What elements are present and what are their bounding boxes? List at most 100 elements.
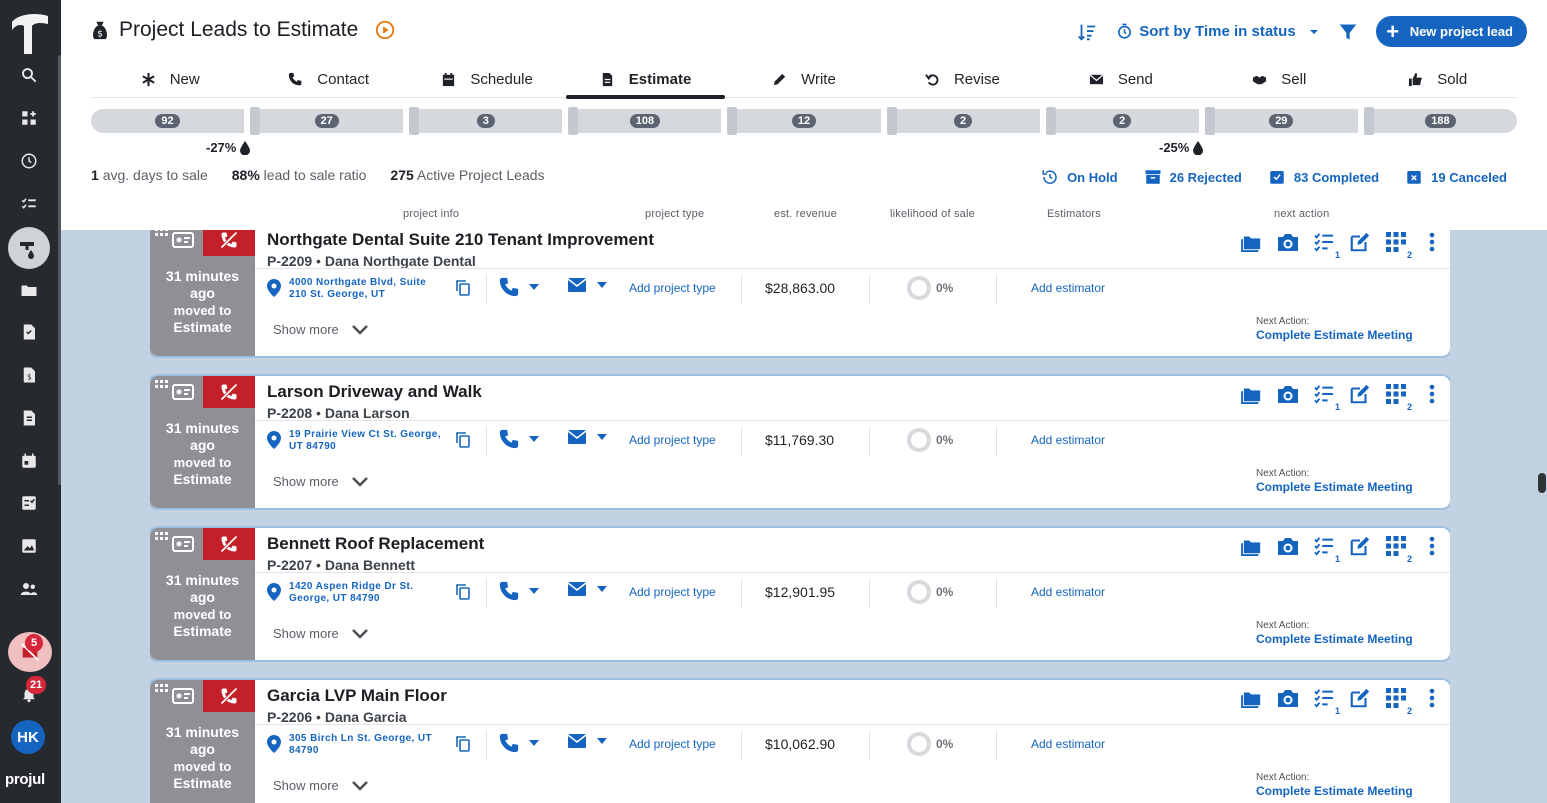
pipeline-stage[interactable]: 2: [880, 107, 1040, 135]
files-button[interactable]: [1240, 382, 1264, 406]
more-menu-button[interactable]: [1420, 382, 1444, 406]
likelihood-of-sale[interactable]: 0%: [907, 732, 953, 756]
estimate-doc-icon[interactable]: [17, 320, 41, 344]
on-hold-link[interactable]: On Hold: [1041, 168, 1118, 186]
email-dropdown[interactable]: [568, 734, 608, 748]
col-project-info[interactable]: project info: [403, 208, 460, 220]
show-more-toggle[interactable]: Show more: [273, 322, 369, 337]
project-name[interactable]: Bennett Roof Replacement: [267, 534, 485, 553]
edit-button[interactable]: [1348, 534, 1372, 558]
tab-sell[interactable]: Sell: [1200, 62, 1358, 97]
copy-address-icon[interactable]: [456, 280, 470, 296]
estimated-revenue[interactable]: $12,901.95: [765, 584, 836, 600]
call-dropdown[interactable]: [498, 732, 540, 754]
tab-contact[interactable]: Contact: [249, 62, 407, 97]
project-name[interactable]: Northgate Dental Suite 210 Tenant Improv…: [267, 230, 654, 249]
add-project-type-link[interactable]: Add project type: [629, 281, 716, 295]
add-project-type-link[interactable]: Add project type: [629, 737, 716, 751]
projul-hammer-logo-icon[interactable]: [8, 10, 52, 56]
call-dropdown[interactable]: [498, 276, 540, 298]
col-likelihood[interactable]: likelihood of sale: [890, 208, 975, 220]
files-button[interactable]: [1240, 534, 1264, 558]
rejected-link[interactable]: 26 Rejected: [1144, 168, 1242, 186]
add-estimator-link[interactable]: Add estimator: [1031, 281, 1106, 295]
show-more-toggle[interactable]: Show more: [273, 474, 369, 489]
tab-send[interactable]: Send: [1042, 62, 1200, 97]
checklist-icon[interactable]: [17, 192, 41, 216]
project-id[interactable]: P-2206: [267, 709, 313, 725]
estimated-revenue[interactable]: $11,769.30: [765, 432, 835, 448]
edit-button[interactable]: [1348, 382, 1372, 406]
apps-button[interactable]: 2: [1384, 382, 1412, 412]
contact-name[interactable]: Dana Bennett: [324, 557, 416, 573]
email-dropdown[interactable]: [568, 582, 608, 596]
edit-button[interactable]: [1348, 686, 1372, 710]
contact-name[interactable]: Dana Northgate Dental: [324, 253, 476, 269]
project-leads-nav-icon[interactable]: [8, 227, 50, 269]
tab-revise[interactable]: Revise: [883, 62, 1041, 97]
more-menu-button[interactable]: [1420, 686, 1444, 710]
drag-handle-icon[interactable]: [155, 230, 169, 238]
contact-name[interactable]: Dana Larson: [324, 405, 410, 421]
call-dropdown[interactable]: [498, 580, 540, 602]
project-address[interactable]: 4000 Northgate Blvd, Suite 210 St. Georg…: [267, 277, 447, 301]
search-icon[interactable]: [17, 63, 41, 87]
col-est-revenue[interactable]: est. revenue: [774, 208, 837, 220]
drag-handle-icon[interactable]: [155, 684, 169, 694]
no-contact-flag[interactable]: [203, 528, 255, 560]
photos-icon[interactable]: [17, 534, 41, 558]
copy-address-icon[interactable]: [456, 584, 470, 600]
edit-button[interactable]: [1348, 230, 1372, 254]
lead-card[interactable]: 31 minutes ago moved to Estimate Larson …: [150, 376, 1450, 508]
photos-button[interactable]: [1276, 230, 1300, 254]
lead-card[interactable]: 31 minutes ago moved to Estimate Northga…: [150, 230, 1450, 356]
contact-name[interactable]: Dana Garcia: [324, 709, 407, 725]
likelihood-of-sale[interactable]: 0%: [907, 428, 953, 452]
next-action-link[interactable]: Complete Estimate Meeting: [1256, 328, 1413, 342]
calendar-icon[interactable]: [17, 449, 41, 473]
likelihood-of-sale[interactable]: 0%: [907, 276, 953, 300]
sort-dropdown[interactable]: Sort by Time in status: [1116, 23, 1319, 40]
lead-card[interactable]: 31 minutes ago moved to Estimate Bennett…: [150, 528, 1450, 660]
add-estimator-link[interactable]: Add estimator: [1031, 737, 1106, 751]
avatar[interactable]: HK: [11, 720, 45, 754]
tab-sold[interactable]: Sold: [1359, 62, 1517, 97]
show-more-toggle[interactable]: Show more: [273, 778, 369, 793]
checklist-button[interactable]: 1: [1312, 382, 1340, 412]
dashboard-add-icon[interactable]: [17, 106, 41, 130]
play-tutorial-icon[interactable]: [374, 19, 396, 41]
project-id[interactable]: P-2208: [267, 405, 313, 421]
show-more-toggle[interactable]: Show more: [273, 626, 369, 641]
pipeline-stage[interactable]: 92: [91, 109, 245, 133]
checklist-button[interactable]: 1: [1312, 686, 1340, 716]
tab-estimate[interactable]: Estimate: [566, 62, 726, 99]
col-next-action[interactable]: next action: [1274, 208, 1330, 220]
next-action-link[interactable]: Complete Estimate Meeting: [1256, 480, 1413, 494]
email-dropdown[interactable]: [568, 278, 608, 292]
files-button[interactable]: [1240, 686, 1264, 710]
checklist-button[interactable]: 1: [1312, 230, 1340, 260]
tab-new[interactable]: New: [91, 62, 249, 97]
estimated-revenue[interactable]: $10,062.90: [765, 736, 836, 752]
apps-button[interactable]: 2: [1384, 230, 1412, 260]
project-address[interactable]: 1420 Aspen Ridge Dr St. George, UT 84790: [267, 581, 447, 605]
clock-icon[interactable]: [17, 149, 41, 173]
call-dropdown[interactable]: [498, 428, 540, 450]
change-order-icon[interactable]: [17, 406, 41, 430]
project-name[interactable]: Larson Driveway and Walk: [267, 382, 482, 401]
completed-link[interactable]: 83 Completed: [1268, 168, 1379, 186]
drag-handle-icon[interactable]: [155, 380, 169, 390]
lead-card[interactable]: 31 minutes ago moved to Estimate Garcia …: [150, 680, 1450, 803]
new-project-lead-button[interactable]: + New project lead: [1375, 16, 1527, 47]
copy-address-icon[interactable]: [456, 432, 470, 448]
apps-button[interactable]: 2: [1384, 534, 1412, 564]
email-dropdown[interactable]: [568, 430, 608, 444]
pipeline-stage[interactable]: 27: [244, 107, 404, 135]
files-button[interactable]: [1240, 230, 1264, 254]
pipeline-stage[interactable]: 188: [1357, 107, 1517, 135]
more-menu-button[interactable]: [1420, 230, 1444, 254]
likelihood-of-sale[interactable]: 0%: [907, 580, 953, 604]
add-estimator-link[interactable]: Add estimator: [1031, 585, 1106, 599]
photos-button[interactable]: [1276, 686, 1300, 710]
pipeline-stage[interactable]: 12: [721, 107, 881, 135]
